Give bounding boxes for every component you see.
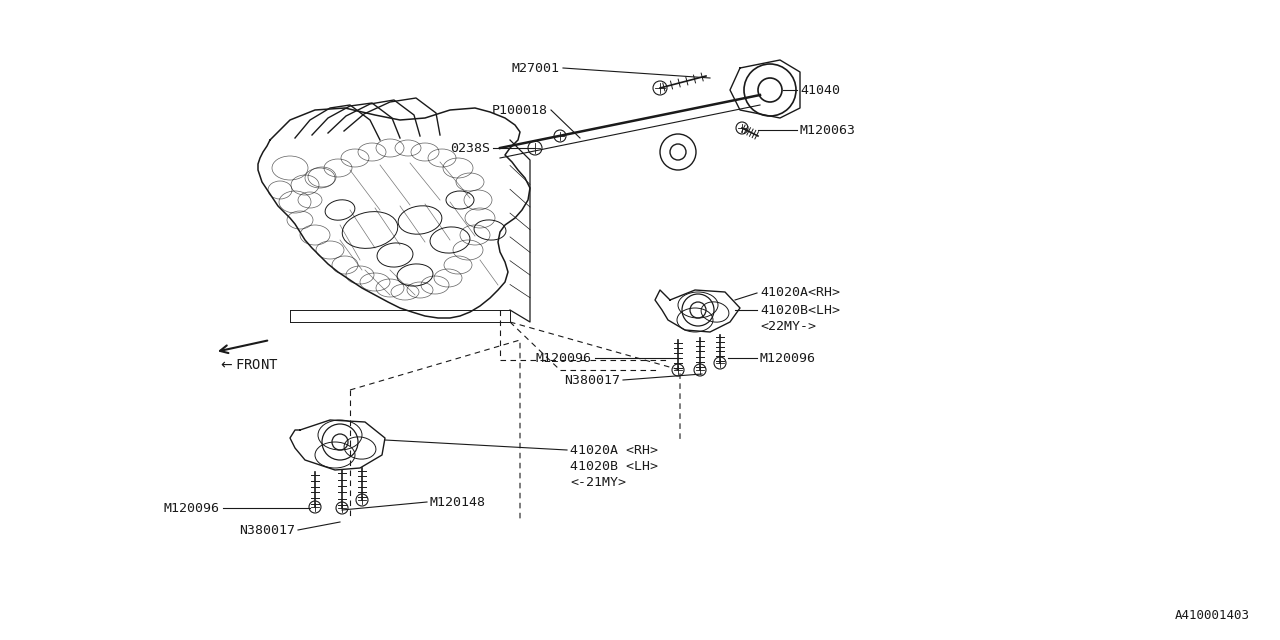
Text: 41020A <RH>: 41020A <RH> xyxy=(570,444,658,456)
Text: N380017: N380017 xyxy=(564,374,620,387)
Text: $\leftarrow$FRONT: $\leftarrow$FRONT xyxy=(218,358,279,372)
Text: <22MY->: <22MY-> xyxy=(760,321,817,333)
Text: N380017: N380017 xyxy=(239,524,294,536)
Text: M120096: M120096 xyxy=(536,351,591,365)
Text: 41040: 41040 xyxy=(800,83,840,97)
Text: 0238S: 0238S xyxy=(451,141,490,154)
Text: 41020A<RH>: 41020A<RH> xyxy=(760,287,840,300)
Text: A410001403: A410001403 xyxy=(1175,609,1251,622)
Text: M120096: M120096 xyxy=(164,502,220,515)
Text: P100018: P100018 xyxy=(492,104,548,116)
Text: M27001: M27001 xyxy=(512,61,561,74)
Circle shape xyxy=(682,294,714,326)
Circle shape xyxy=(323,424,358,460)
Text: 41020B<LH>: 41020B<LH> xyxy=(760,303,840,317)
Text: 41020B <LH>: 41020B <LH> xyxy=(570,460,658,472)
Circle shape xyxy=(744,64,796,116)
Circle shape xyxy=(660,134,696,170)
Text: M120063: M120063 xyxy=(800,124,856,136)
Text: <-21MY>: <-21MY> xyxy=(570,476,626,488)
Text: M120148: M120148 xyxy=(430,495,486,509)
Text: M120096: M120096 xyxy=(760,351,817,365)
